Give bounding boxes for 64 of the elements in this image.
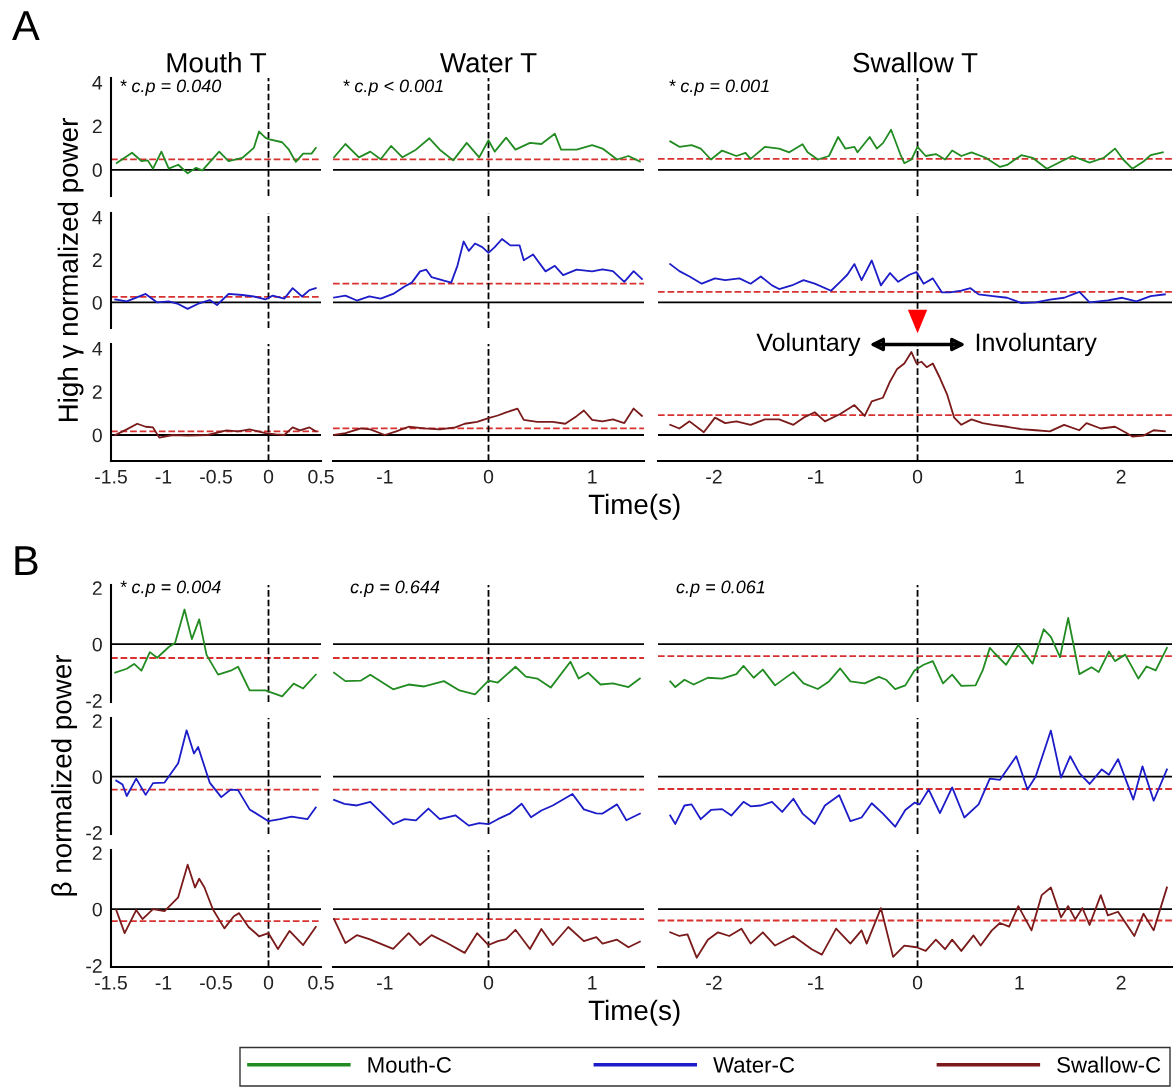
annotation: * c.p = 0.001 xyxy=(669,79,769,96)
y-axis-title: High γ normalized power xyxy=(57,118,84,422)
y-tick-label: 0 xyxy=(92,770,102,784)
x-tick-label: -0.5 xyxy=(200,975,232,990)
annotation: * c.p < 0.001 xyxy=(343,79,443,96)
y-tick-label: 0 xyxy=(92,295,102,310)
x-tick-label: 0 xyxy=(263,469,274,484)
x-tick-label: -1 xyxy=(377,470,393,484)
x-tick-label: 0.5 xyxy=(308,469,334,484)
x-tick-label: -0.5 xyxy=(200,469,232,484)
annotation: Voluntary xyxy=(756,332,861,357)
y-axis-title: β normalized power xyxy=(51,654,78,896)
x-tick-label: -2 xyxy=(706,469,722,484)
annotation: Involuntary xyxy=(976,332,1097,357)
y-tick-label: 2 xyxy=(92,581,102,595)
y-tick-label: 2 xyxy=(92,119,102,134)
x-tick-label: 1 xyxy=(588,470,597,484)
annotation: * c.p = 0.004 xyxy=(120,580,221,597)
x-tick-label: 1 xyxy=(1015,470,1024,484)
x-tick-label: 0.5 xyxy=(308,975,334,990)
y-tick-label: 2 xyxy=(92,253,102,267)
x-tick-label: -1 xyxy=(807,470,824,484)
chart-title: Water T xyxy=(440,53,537,73)
x-tick-label: -1.5 xyxy=(95,976,127,990)
x-tick-label: 0 xyxy=(483,469,494,484)
y-tick-label: 4 xyxy=(92,76,103,90)
annotation: * c.p = 0.040 xyxy=(120,79,222,96)
legend-label: Swallow-C xyxy=(1057,1056,1161,1073)
y-tick-label: 0 xyxy=(92,163,102,178)
x-tick-label: -1.5 xyxy=(95,470,127,484)
x-tick-label: 0 xyxy=(912,975,923,990)
x-tick-label: -1 xyxy=(807,976,824,990)
x-tick-label: 0 xyxy=(483,975,494,990)
x-tick-label: 1 xyxy=(1015,976,1024,990)
y-tick-label: 0 xyxy=(92,902,102,917)
y-tick-label: -2 xyxy=(86,826,102,840)
annotation: c.p = 0.061 xyxy=(676,580,765,597)
y-tick-label: 2 xyxy=(92,714,102,728)
x-tick-label: 2 xyxy=(1116,975,1126,990)
y-tick-label: 2 xyxy=(92,385,102,399)
y-tick-label: 2 xyxy=(92,846,102,860)
x-tick-label: 0 xyxy=(912,469,923,484)
text: B xyxy=(15,546,38,575)
y-tick-label: 0 xyxy=(92,637,102,652)
y-tick-label: -2 xyxy=(86,959,102,973)
annotation: c.p = 0.644 xyxy=(350,580,440,597)
x-tick-label: 0 xyxy=(263,975,274,990)
y-tick-label: 4 xyxy=(92,342,103,356)
chart-title: Mouth T xyxy=(167,52,267,73)
chart-title: Swallow T xyxy=(853,52,978,73)
y-tick-label: 0 xyxy=(92,428,102,443)
y-tick-label: -2 xyxy=(86,694,102,708)
x-tick-label: -1 xyxy=(377,976,393,990)
x-axis-title: Time(s) xyxy=(588,999,680,1026)
text: A xyxy=(12,11,40,40)
x-axis-title: Time(s) xyxy=(588,493,680,520)
x-tick-label: -2 xyxy=(706,975,722,990)
x-tick-label: -1 xyxy=(155,470,172,484)
legend-label: Water-C xyxy=(713,1056,795,1073)
x-tick-label: 2 xyxy=(1116,469,1126,484)
x-tick-label: 1 xyxy=(588,976,597,990)
legend-label: Mouth-C xyxy=(368,1056,452,1073)
y-tick-label: 4 xyxy=(92,210,103,225)
x-tick-label: -1 xyxy=(155,976,172,990)
